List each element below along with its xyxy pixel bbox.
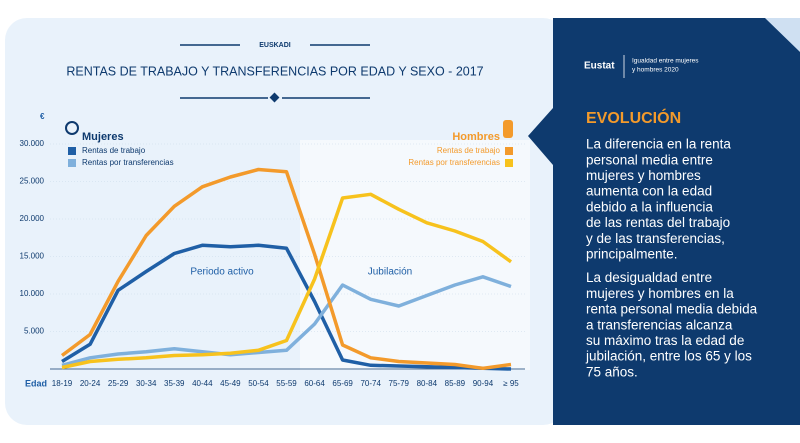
panel-text: debido a la influencia [586,199,713,214]
y-tick-label: 30.000 [20,139,45,148]
legend-title: Hombres [452,131,500,143]
x-tick-label: 90-94 [473,379,494,388]
panel-heading: EVOLUCIÓN [586,108,681,127]
tagline: Igualdad entre mujeres [632,58,699,65]
logo: Eustat [584,61,615,72]
x-tick-label: 35-39 [164,379,185,388]
x-tick-label: 18-19 [52,379,73,388]
legend-swatch [68,147,76,155]
x-tick-label: 75-79 [389,379,410,388]
series-line [60,167,512,371]
panel-text: mujeres y hombres [586,168,701,183]
panel-text: y de las transferencias, [586,231,725,246]
y-tick-label: 25.000 [20,177,45,186]
legend-label: Rentas por transferencias [82,158,174,167]
x-tick-label: 60-64 [304,379,325,388]
legend-label: Rentas de trabajo [437,146,501,155]
kicker: EUSKADI [259,42,291,49]
y-tick-label: 5.000 [24,327,45,336]
legend-label: Rentas por transferencias [408,158,500,167]
x-tick-label: 55-59 [276,379,297,388]
panel-text: La diferencia en la renta [586,137,731,152]
panel-text: La desigualdad entre [586,270,712,285]
annotation: Jubilación [368,267,412,278]
y-tick-label: 15.000 [20,252,45,261]
retirement-area [300,140,530,370]
panel-text: su máximo tras la edad de [586,333,744,348]
x-tick-label: 80-84 [417,379,438,388]
legend-label: Rentas de trabajo [82,146,146,155]
y-tick-label: 10.000 [20,289,45,298]
x-label: Edad [25,378,47,388]
chart-title: RENTAS DE TRABAJO Y TRANSFERENCIAS POR E… [66,64,483,78]
x-tick-label: 65-69 [332,379,353,388]
panel-text: jubilación, entre los 65 y los [585,349,752,364]
legend-swatch [68,159,76,167]
x-tick-label: 40-44 [192,379,213,388]
women-icon [65,121,79,135]
y-unit: € [40,112,45,121]
panel-text: aumenta con la edad [586,184,712,199]
panel-text: a transferencias alcanza [586,317,733,332]
x-tick-label: 50-54 [248,379,269,388]
y-tick-label: 20.000 [20,214,45,223]
legend-title: Mujeres [82,131,124,143]
x-tick-label: 70-74 [360,379,381,388]
corner-fold [765,18,800,52]
men-icon [503,120,513,138]
x-tick-label: 85-89 [445,379,466,388]
panel-text: renta personal media debida [586,302,758,317]
legend-swatch [505,147,513,155]
annotation: Periodo activo [190,267,254,278]
x-tick-label: 45-49 [220,379,241,388]
x-tick-label: 20-24 [80,379,101,388]
panel-text: personal media entre [586,152,713,167]
x-tick-label: 25-29 [108,379,129,388]
series-line [61,243,512,371]
panel-text: mujeres y hombres en la [586,286,734,301]
series-line [61,275,512,367]
x-tick-label: ≥ 95 [503,379,519,388]
tagline: y hombres 2020 [632,67,679,74]
text-panel [528,18,800,425]
series-line [61,192,513,370]
panel-text: 75 años. [586,364,638,379]
panel-text: principalmente. [586,246,678,261]
legend-swatch [505,159,513,167]
panel-text: de las rentas del trabajo [586,215,730,230]
x-tick-label: 30-34 [136,379,157,388]
